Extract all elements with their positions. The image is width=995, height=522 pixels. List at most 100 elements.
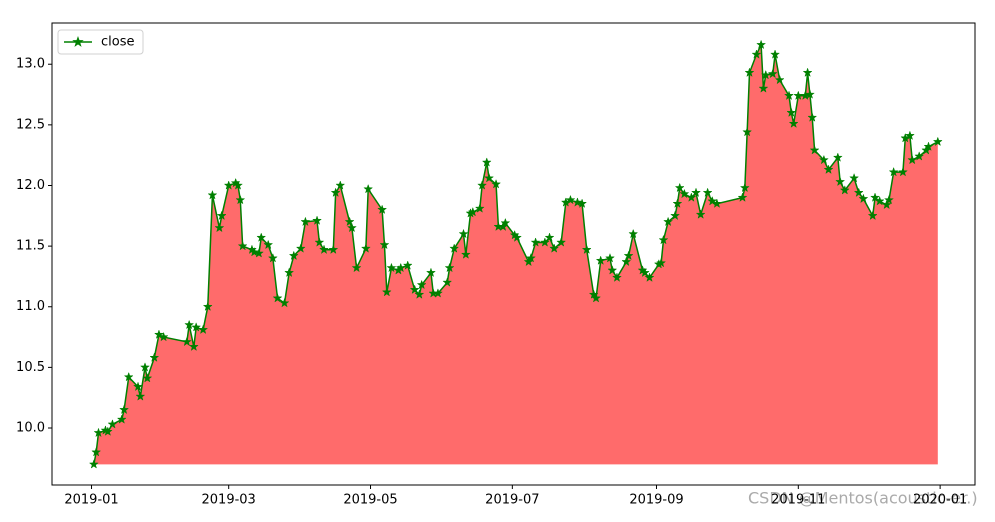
marker — [695, 209, 706, 219]
marker — [235, 194, 246, 205]
marker — [628, 228, 639, 239]
marker — [330, 187, 341, 198]
x-tick-label: 2019-01 — [64, 493, 118, 508]
marker — [414, 289, 425, 299]
marker — [544, 232, 555, 242]
marker — [881, 199, 892, 210]
marker — [663, 216, 674, 227]
marker — [742, 126, 753, 137]
marker — [149, 352, 160, 362]
marker — [181, 336, 192, 347]
marker — [767, 68, 778, 79]
marker — [133, 381, 144, 392]
marker — [853, 187, 864, 198]
marker — [409, 284, 420, 295]
marker — [416, 279, 427, 290]
marker — [377, 204, 388, 214]
marker — [672, 198, 683, 208]
marker — [788, 118, 799, 128]
marker — [679, 188, 690, 199]
marker — [360, 243, 371, 253]
marker — [500, 217, 511, 228]
marker — [739, 182, 750, 193]
marker — [897, 166, 908, 177]
marker — [691, 187, 702, 198]
x-tick-label: 2019-11 — [771, 493, 825, 508]
marker — [379, 239, 390, 250]
marker — [288, 250, 299, 261]
marker — [744, 67, 755, 77]
marker — [93, 427, 104, 438]
marker — [237, 240, 248, 251]
marker — [874, 195, 885, 206]
marker — [386, 262, 397, 273]
marker — [644, 272, 655, 282]
marker — [591, 292, 602, 303]
marker — [335, 180, 346, 190]
x-tick-label: 2019-07 — [485, 493, 539, 508]
marker — [474, 203, 485, 213]
marker — [823, 164, 834, 174]
marker — [621, 256, 632, 267]
marker — [123, 371, 134, 382]
marker — [588, 289, 599, 299]
marker — [607, 265, 618, 275]
marker — [381, 286, 392, 297]
marker — [525, 252, 536, 263]
y-tick-label: 10.5 — [16, 360, 45, 375]
y-tick-label: 11.5 — [16, 239, 45, 254]
marker — [686, 192, 697, 202]
marker — [604, 252, 615, 263]
marker — [184, 319, 195, 330]
marker — [751, 49, 762, 59]
marker — [207, 189, 218, 200]
marker — [432, 288, 443, 298]
axes-frame — [51, 22, 976, 486]
marker — [116, 414, 127, 424]
marker — [849, 172, 860, 183]
marker — [530, 237, 541, 247]
marker — [444, 262, 455, 273]
marker — [907, 154, 918, 165]
x-tick-label: 2019-05 — [343, 493, 397, 508]
marker — [867, 210, 878, 221]
y-tick-label: 11.0 — [16, 299, 45, 314]
marker — [702, 187, 713, 198]
y-tick-label: 12.0 — [16, 178, 45, 193]
marker — [737, 192, 748, 202]
marker — [395, 262, 406, 273]
legend-box — [57, 29, 144, 55]
marker — [467, 206, 478, 217]
marker — [232, 180, 243, 190]
marker — [923, 141, 934, 151]
marker — [449, 243, 460, 253]
marker — [883, 194, 894, 205]
marker — [402, 260, 413, 270]
marker — [611, 272, 622, 282]
marker — [832, 152, 843, 162]
marker — [249, 246, 260, 257]
marker — [328, 244, 339, 255]
legend-marker — [72, 35, 84, 47]
marker — [491, 179, 502, 189]
marker — [312, 215, 323, 225]
marker — [202, 301, 213, 312]
marker — [344, 216, 355, 227]
marker — [256, 232, 267, 242]
marker — [102, 426, 113, 436]
y-tick-label: 10.0 — [16, 421, 45, 436]
marker — [351, 262, 362, 273]
marker — [760, 69, 771, 80]
marker — [774, 74, 785, 85]
marker — [484, 172, 495, 183]
x-tick-label: 2020-01 — [913, 493, 967, 508]
marker — [442, 277, 453, 287]
marker — [914, 151, 925, 161]
marker — [707, 195, 718, 206]
marker — [139, 362, 151, 372]
marker — [511, 232, 522, 242]
marker — [481, 157, 492, 167]
marker — [595, 255, 606, 265]
marker — [809, 145, 820, 155]
